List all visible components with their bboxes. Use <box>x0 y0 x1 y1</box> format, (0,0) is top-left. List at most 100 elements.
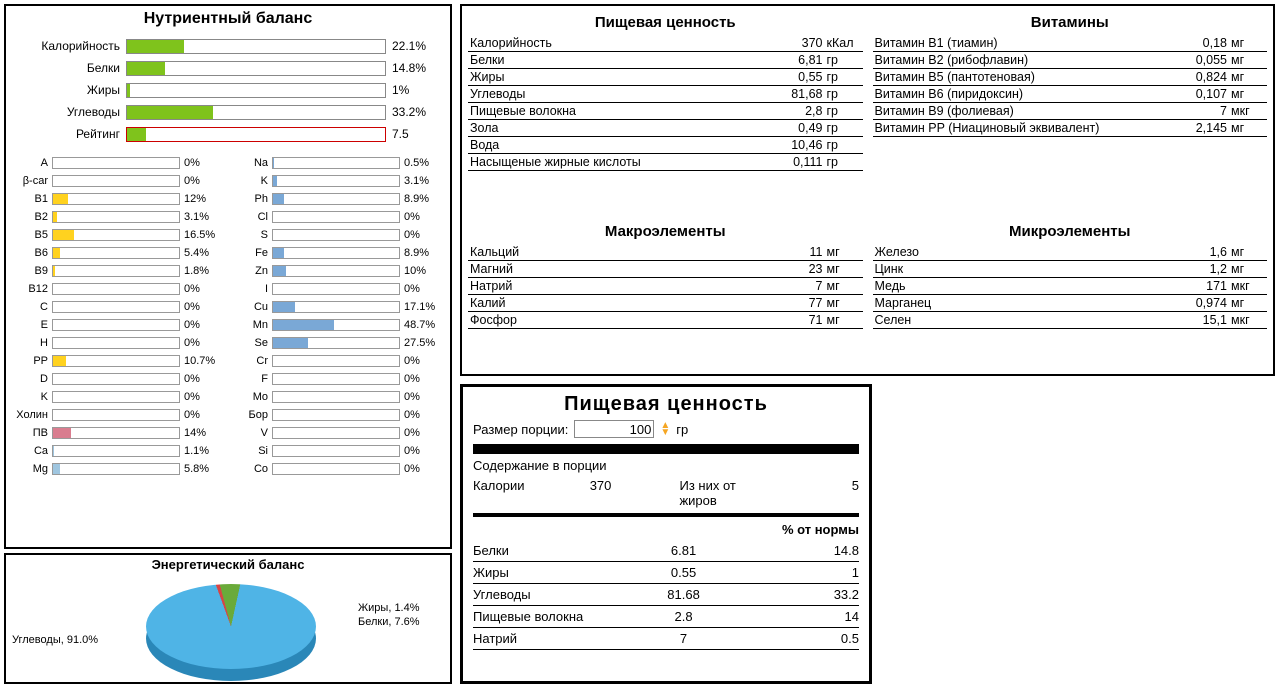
row-unit: мг <box>1231 53 1265 67</box>
nutrient-track <box>272 373 400 385</box>
serving-input[interactable] <box>574 420 654 438</box>
main-bar-row: Углеводы33.2% <box>16 102 440 122</box>
facts-row-name: Белки <box>473 543 625 558</box>
nutrient-row: Si 0% <box>232 442 444 460</box>
nutrient-fill <box>273 194 284 204</box>
facts-row: Пищевые волокна2.814 <box>473 606 859 628</box>
row-value: 77 <box>809 296 827 310</box>
nutrient-track <box>272 409 400 421</box>
nutrient-fill <box>273 248 284 258</box>
row-name: Магний <box>470 262 809 276</box>
nutrient-label: K <box>232 175 272 187</box>
row-unit: кКал <box>827 36 861 50</box>
facts-row-value: 2.8 <box>625 609 742 624</box>
facts-row-pct: 0.5 <box>742 631 859 646</box>
row-name: Витамин B1 (тиамин) <box>875 36 1203 50</box>
pie-label-carbs: Углеводы, 91.0% <box>12 634 98 646</box>
row-name: Калий <box>470 296 809 310</box>
nutrient-row: K0% <box>12 388 224 406</box>
nutrient-fill <box>273 338 308 348</box>
table-row: Насыщеные жирные кислоты0,111гр <box>468 154 863 171</box>
row-unit: гр <box>827 87 861 101</box>
nutrient-track <box>52 193 180 205</box>
serving-stepper[interactable]: ▲ ▼ <box>660 422 670 436</box>
nutrient-value: 0% <box>400 391 444 403</box>
nutrient-fill <box>273 320 334 330</box>
calories-value: 370 <box>590 478 680 508</box>
nutrient-track <box>272 337 400 349</box>
nutrient-fill <box>53 212 57 222</box>
nutrient-row: S0% <box>232 226 444 244</box>
nutrient-value: 0% <box>400 355 444 367</box>
calories-row: Калории 370 Из них от жиров 5 <box>473 475 859 511</box>
table-row: Железо1,6мг <box>873 244 1268 261</box>
row-unit: мг <box>827 296 861 310</box>
table-row: Марганец0,974мг <box>873 295 1268 312</box>
row-unit: мг <box>827 245 861 259</box>
calories-label: Калории <box>473 478 590 508</box>
table-row: Магний23мг <box>468 261 863 278</box>
nutrient-track <box>52 265 180 277</box>
row-unit: мг <box>827 279 861 293</box>
nutrient-value: 10% <box>400 265 444 277</box>
facts-row-pct: 1 <box>742 565 859 580</box>
nutrient-value: 0% <box>180 337 224 349</box>
table-row: Селен15,1мкг <box>873 312 1268 329</box>
row-name: Вода <box>470 138 791 152</box>
row-value: 0,055 <box>1196 53 1231 67</box>
main-bar-fill <box>127 106 213 119</box>
nutrient-value: 0% <box>400 283 444 295</box>
main-bar-label: Жиры <box>16 83 126 97</box>
nutrient-fill <box>273 158 274 168</box>
nutrient-balance-panel: Нутриентный баланс Калорийность22.1%Белк… <box>4 4 452 549</box>
facts-row-value: 6.81 <box>625 543 742 558</box>
row-name: Цинк <box>875 262 1210 276</box>
nutrient-label: PP <box>12 355 52 367</box>
nutrient-row: Бор0% <box>232 406 444 424</box>
nutrient-value: 0% <box>400 427 444 439</box>
table-row: Пищевые волокна2,8гр <box>468 103 863 120</box>
facts-row-name: Натрий <box>473 631 625 646</box>
nutrient-value: 8.9% <box>400 193 444 205</box>
nutrient-value: 0% <box>180 175 224 187</box>
nutrient-row: B65.4% <box>12 244 224 262</box>
row-name: Витамин B6 (пиридоксин) <box>875 87 1196 101</box>
facts-row-value: 7 <box>625 631 742 646</box>
nutrient-track <box>52 211 180 223</box>
nutrient-value: 0% <box>400 445 444 457</box>
nutrient-track <box>272 229 400 241</box>
nutrient-track <box>52 463 180 475</box>
row-name: Белки <box>470 53 798 67</box>
nutrient-track <box>272 301 400 313</box>
nutrient-fill <box>53 194 68 204</box>
nutrient-label: Ph <box>232 193 272 205</box>
nutrient-fill <box>53 266 55 276</box>
row-name: Жиры <box>470 70 798 84</box>
nutrient-row: B91.8% <box>12 262 224 280</box>
facts-row-name: Пищевые волокна <box>473 609 625 624</box>
row-unit: мг <box>1231 262 1265 276</box>
nutrient-track <box>272 283 400 295</box>
divider-thick <box>473 444 859 454</box>
nutrient-value: 17.1% <box>400 301 444 313</box>
facts-row-name: Жиры <box>473 565 625 580</box>
nutrient-balance-title: Нутриентный баланс <box>6 6 450 30</box>
facts-row: Белки6.8114.8 <box>473 540 859 562</box>
row-value: 171 <box>1206 279 1231 293</box>
main-bars: Калорийность22.1%Белки14.8%Жиры1%Углевод… <box>6 30 450 150</box>
nutrient-fill <box>53 428 71 438</box>
facts-row-value: 0.55 <box>625 565 742 580</box>
nutrient-value: 3.1% <box>400 175 444 187</box>
facts-row: Углеводы81.6833.2 <box>473 584 859 606</box>
data-tables-panel: Пищевая ценность Калорийность370кКалБелк… <box>460 4 1275 376</box>
nutrient-label: Na <box>232 157 272 169</box>
nutrient-label: Si <box>232 445 272 457</box>
nutrient-track <box>52 355 180 367</box>
energy-balance-panel: Энергетический баланс Углеводы, 91.0% Жи… <box>4 553 452 684</box>
nutrient-label: Бор <box>232 409 272 421</box>
table-row: Жиры0,55гр <box>468 69 863 86</box>
nutrient-value: 0% <box>180 373 224 385</box>
stepper-down-icon[interactable]: ▼ <box>660 429 670 436</box>
row-name: Витамин PP (Ниациновый эквивалент) <box>875 121 1196 135</box>
nutrient-row: Mo0% <box>232 388 444 406</box>
